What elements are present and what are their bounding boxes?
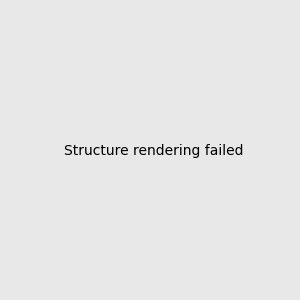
Text: Structure rendering failed: Structure rendering failed [64, 145, 244, 158]
